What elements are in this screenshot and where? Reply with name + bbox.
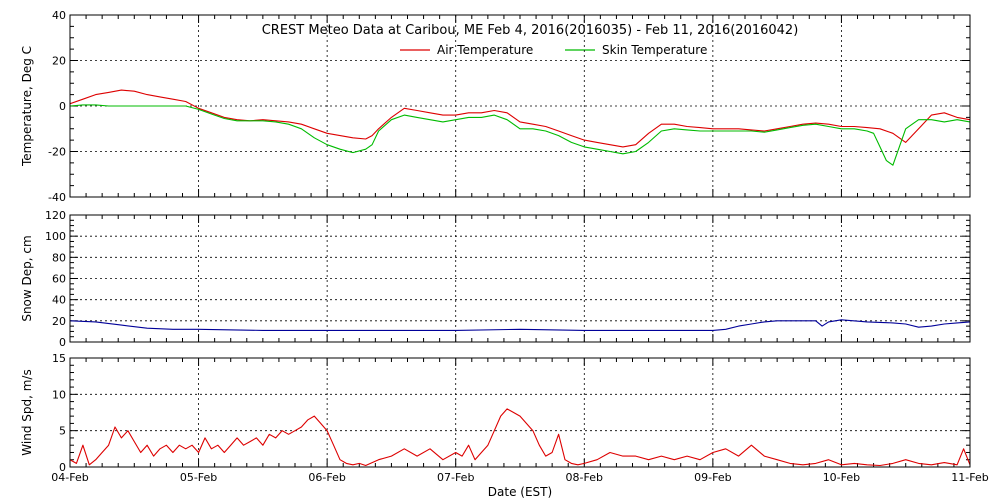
chart-title: CREST Meteo Data at Caribou, ME Feb 4, 2…: [262, 23, 799, 38]
panel-snow: 0 20 40 60 80 100 120 Snow Dep, cm: [20, 209, 971, 349]
y-tick-label: 80: [52, 251, 66, 264]
x-tick-label: 11-Feb: [951, 471, 988, 484]
y-tick-label: 0: [59, 461, 66, 474]
x-tick-labels: 04-Feb 05-Feb 06-Feb 07-Feb 08-Feb 09-Feb 10-F…: [51, 471, 988, 484]
y-tick-label: 40: [52, 9, 66, 22]
x-tick-label: 08-Feb: [566, 471, 603, 484]
legend-label: Skin Temperature: [602, 43, 707, 57]
y-tick-label: 100: [45, 230, 66, 243]
series-line-snow-0: [70, 319, 970, 331]
y-tick-label: 0: [59, 336, 66, 349]
x-tick-label: 07-Feb: [437, 471, 474, 484]
y-tick-label: 10: [52, 388, 66, 401]
y-tick-label: 40: [52, 294, 66, 307]
y-axis-title-wind: Wind Spd, m/s: [20, 369, 34, 455]
x-tick-label: 09-Feb: [694, 471, 731, 484]
y-tick-label: 5: [59, 425, 66, 438]
series-line-temperature-0: [70, 89, 970, 148]
x-tick-label: 05-Feb: [180, 471, 217, 484]
panel-wind: 0 5 10 15 Wind Spd, m/s: [20, 352, 971, 474]
series-line-temperature-1: [70, 104, 970, 166]
legend: Air Temperature Skin Temperature: [400, 43, 707, 57]
x-tick-label: 10-Feb: [823, 471, 860, 484]
y-tick-label: 15: [52, 352, 66, 365]
y-tick-label: 0: [59, 100, 66, 113]
panel-frame: [69, 14, 971, 198]
y-tick-label: 20: [52, 55, 66, 68]
y-axis-title-temperature: Temperature, Deg C: [20, 46, 34, 167]
y-tick-label: -20: [48, 146, 66, 159]
y-axis-title-snow: Snow Dep, cm: [20, 235, 34, 321]
panel-frame: [69, 214, 971, 343]
x-tick-label: 04-Feb: [51, 471, 88, 484]
y-tick-label: -40: [48, 191, 66, 204]
y-tick-label: 60: [52, 273, 66, 286]
panel-temperature: -40 -20 0 20 40 Temperature, Deg C: [20, 9, 971, 204]
y-tick-label: 20: [52, 315, 66, 328]
chart-panels: -40 -20 0 20 40 Temperature, Deg C 0 20 40 60 80 10…: [20, 9, 971, 474]
series-line-wind-0: [70, 408, 970, 467]
x-tick-label: 06-Feb: [308, 471, 345, 484]
x-axis-title: Date (EST): [488, 485, 552, 499]
panel-frame: [69, 357, 971, 468]
y-tick-label: 120: [45, 209, 66, 222]
legend-label: Air Temperature: [437, 43, 533, 57]
